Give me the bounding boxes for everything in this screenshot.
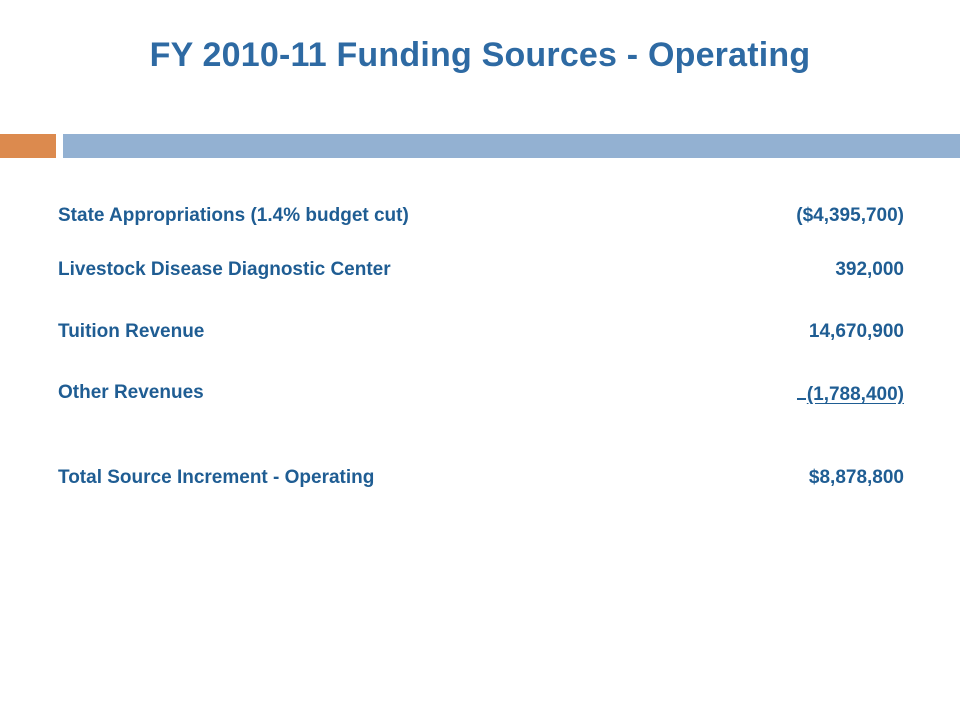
total-amount: $8,878,800 — [808, 467, 904, 488]
funding-row-state-appropriations: State Appropriations (1.4% budget cut) (… — [58, 196, 904, 236]
funding-row-other-revenues: Other Revenues (1,788,400) — [58, 373, 904, 413]
funding-row-livestock-disease: Livestock Disease Diagnostic Center 392,… — [58, 250, 904, 290]
row-label: Tuition Revenue — [58, 321, 205, 342]
row-label: State Appropriations (1.4% budget cut) — [58, 205, 409, 226]
funding-row-tuition-revenue: Tuition Revenue 14,670,900 — [58, 312, 904, 352]
row-amount: 392,000 — [835, 259, 904, 280]
accent-bar-blue — [63, 134, 960, 158]
row-label: Livestock Disease Diagnostic Center — [58, 259, 391, 280]
row-amount: ($4,395,700) — [796, 205, 904, 226]
row-label: Other Revenues — [58, 382, 204, 403]
row-amount: (1,788,400) — [806, 384, 904, 405]
total-label: Total Source Increment - Operating — [58, 467, 375, 488]
row-amount: 14,670,900 — [808, 321, 904, 342]
accent-bar-orange — [0, 134, 56, 158]
row-amount-wrapper: (1,788,400) — [796, 380, 904, 406]
funding-row-total: Total Source Increment - Operating $8,87… — [58, 458, 904, 498]
underline-lead — [796, 380, 806, 400]
slide-title: FY 2010-11 Funding Sources - Operating — [149, 36, 811, 74]
